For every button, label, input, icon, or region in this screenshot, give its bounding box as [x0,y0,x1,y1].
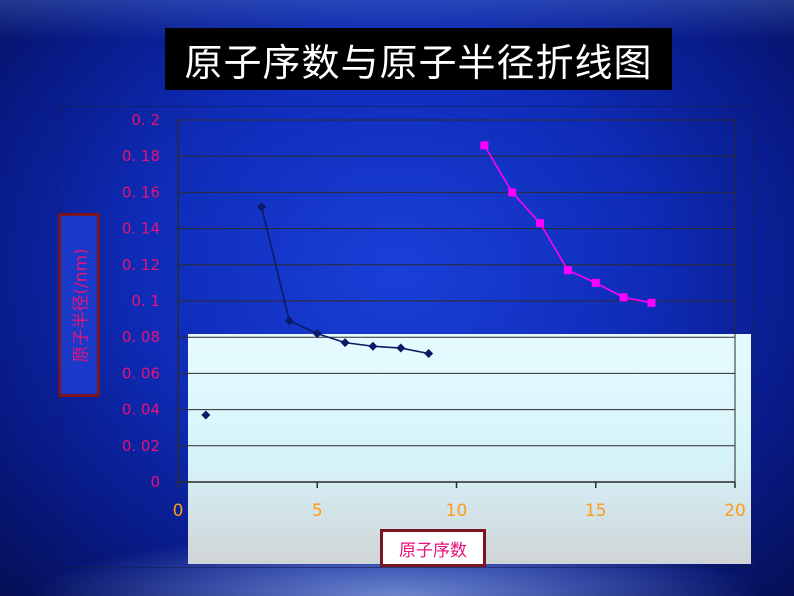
y-tick-label: 0. 18 [122,147,160,165]
data-point-marker [508,188,517,197]
data-point-marker [619,293,628,302]
series-line-2 [483,144,652,304]
y-tick-label: 0. 06 [122,364,160,382]
grid-lines [178,119,735,447]
x-tick-label: 15 [585,501,607,521]
data-point-marker [340,338,350,348]
data-point-marker [284,316,294,326]
data-point-marker [312,329,322,339]
data-point-marker [424,348,434,358]
y-tick-label: 0. 1 [131,292,160,310]
data-point-marker [257,202,267,212]
y-tick-label: 0. 08 [122,328,160,346]
y-axis-label-box: 原子半径(/nm) [58,213,100,397]
y-tick-label: 0 [150,473,160,491]
axes [177,120,736,488]
x-axis-label: 原子序数 [399,540,467,561]
data-point-marker [368,341,378,351]
data-point-marker [563,266,572,275]
y-tick-label: 0. 16 [122,183,160,201]
y-tick-label: 0. 02 [122,437,160,455]
chart-overlay-panel [188,334,751,564]
tick-labels: 0 0. 02 0. 04 0. 06 0. 08 0. 1 0. 12 0. 14 0. 16… [122,111,746,521]
x-tick-label: 0 [173,501,184,521]
data-point-marker [536,219,545,228]
data-point-marker [591,278,600,287]
x-tick-label: 10 [446,501,468,521]
x-tick-label: 20 [724,501,746,521]
y-tick-label: 0. 12 [122,256,160,274]
series-markers [201,141,656,420]
data-point-marker [201,410,211,420]
x-tick-label: 5 [312,501,323,521]
x-axis-label-box: 原子序数 [380,529,486,567]
series-lines [260,144,652,355]
data-point-marker [647,298,656,307]
y-tick-label: 0. 04 [122,401,160,419]
slide-title: 原子序数与原子半径折线图 [165,28,672,90]
y-tick-label: 0. 14 [122,220,160,238]
y-tick-label: 0. 2 [131,111,160,129]
data-point-marker [396,343,406,353]
data-point-marker [480,141,489,150]
